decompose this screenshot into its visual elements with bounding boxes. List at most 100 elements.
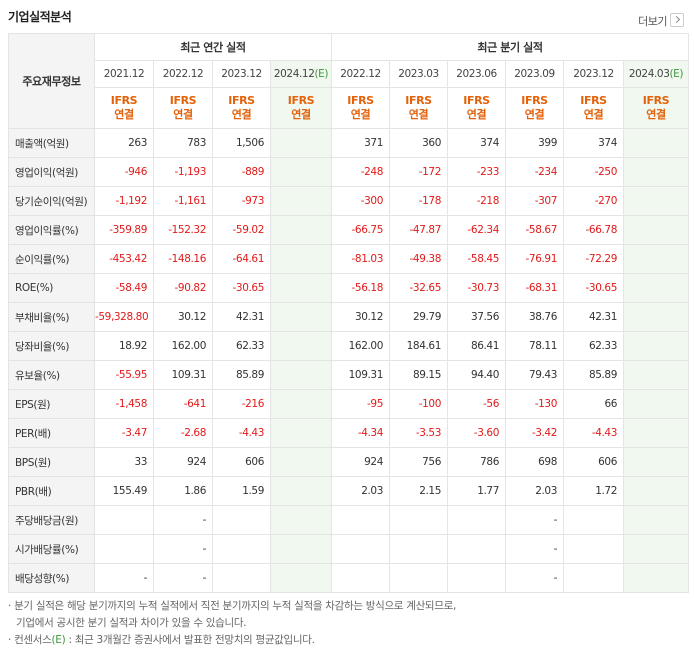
table-cell: 184.61 <box>389 331 448 361</box>
table-cell <box>270 331 332 361</box>
table-cell: -3.53 <box>389 418 448 448</box>
table-cell: -47.87 <box>389 215 448 245</box>
table-cell: 62.33 <box>563 331 624 361</box>
table-cell <box>270 447 332 477</box>
table-cell <box>270 244 332 274</box>
period-label: 2024.12 <box>273 68 315 80</box>
table-cell: 399 <box>505 128 564 158</box>
table-cell <box>212 563 271 593</box>
table-cell: 30.12 <box>331 302 390 332</box>
table-row: 순이익률(%) -453.42 -148.16 -64.61 -81.03 -49.38-… <box>8 244 689 274</box>
note-line: · 컨센서스(E) : 최근 3개월간 증권사에서 발표한 전망치의 평균값입니… <box>8 634 315 646</box>
table-cell: -66.75 <box>331 215 390 245</box>
table-cell: -68.31 <box>505 273 564 303</box>
table-cell: 606 <box>563 447 624 477</box>
table-cell <box>563 505 624 535</box>
section-title: 기업실적분석 <box>8 10 72 24</box>
table-cell: -216 <box>212 389 271 419</box>
table-cell: 1.59 <box>212 476 271 506</box>
estimate-mark: (E) <box>669 68 684 80</box>
table-cell: -973 <box>212 186 271 216</box>
table-cell: 89.15 <box>389 360 448 390</box>
table-cell: 38.76 <box>505 302 564 332</box>
table-cell: 783 <box>153 128 213 158</box>
table-cell <box>389 505 448 535</box>
table-cell <box>270 476 332 506</box>
row-label: PER(배) <box>8 418 95 448</box>
table-cell: 62.33 <box>212 331 271 361</box>
table-cell: -56.18 <box>331 273 390 303</box>
period-header: 2024.12(E) <box>270 60 332 88</box>
table-cell: 155.49 <box>94 476 154 506</box>
table-cell: -58.45 <box>447 244 506 274</box>
table-cell: 33 <box>94 447 154 477</box>
table-cell: 29.79 <box>389 302 448 332</box>
table-cell: -100 <box>389 389 448 419</box>
table-cell: -178 <box>389 186 448 216</box>
table-cell: 109.31 <box>153 360 213 390</box>
table-cell <box>623 476 689 506</box>
row-label: 영업이익률(%) <box>8 215 95 245</box>
table-cell <box>623 215 689 245</box>
table-cell: -81.03 <box>331 244 390 274</box>
table-row: 시가배당률(%) - - <box>8 534 689 564</box>
ifrs-header: IFRS 연결 <box>389 87 448 129</box>
table-cell: 756 <box>389 447 448 477</box>
table-cell: -172 <box>389 157 448 187</box>
row-label: 당좌비율(%) <box>8 331 95 361</box>
table-cell: -64.61 <box>212 244 271 274</box>
table-cell <box>389 563 448 593</box>
row-label: 유보율(%) <box>8 360 95 390</box>
table-row: 매출액(억원) 263 783 1,506 371 360 374 399 374 <box>8 128 689 158</box>
table-cell: 42.31 <box>212 302 271 332</box>
row-label: 당기순이익(억원) <box>8 186 95 216</box>
table-cell: - <box>153 505 213 535</box>
table-cell: 85.89 <box>212 360 271 390</box>
group-quarter: 최근 분기 실적 <box>331 33 689 61</box>
ifrs-header: IFRS 연결 <box>212 87 271 129</box>
table-cell: -1,458 <box>94 389 154 419</box>
period-label: 2024.03 <box>628 68 670 80</box>
table-cell: -130 <box>505 389 564 419</box>
table-row: 당좌비율(%) 18.92 162.00 62.33 162.00 184.61 86.41… <box>8 331 689 361</box>
row-label: 영업이익(억원) <box>8 157 95 187</box>
table-cell <box>623 128 689 158</box>
table-cell: -1,192 <box>94 186 154 216</box>
table-cell: -233 <box>447 157 506 187</box>
note-line: · 분기 실적은 해당 분기까지의 누적 실적에서 직전 분기까지의 누적 실적… <box>8 600 457 612</box>
ifrs-header: IFRS 연결 <box>331 87 390 129</box>
table-cell: 78.11 <box>505 331 564 361</box>
table-cell <box>447 505 506 535</box>
note-line: 기업에서 공시한 분기 실적과 차이가 있을 수 있습니다. <box>16 617 247 629</box>
table-cell: -3.47 <box>94 418 154 448</box>
period-header: 2022.12 <box>331 60 390 88</box>
table-cell: 1.86 <box>153 476 213 506</box>
table-cell: -32.65 <box>389 273 448 303</box>
row-label: 순이익률(%) <box>8 244 95 274</box>
ifrs-header: IFRS 연결 <box>623 87 689 129</box>
table-row: ROE(%) -58.49 -90.82 -30.65 -56.18 -32.65 -30.… <box>8 273 689 303</box>
table-cell: 79.43 <box>505 360 564 390</box>
more-link[interactable]: 더보기 <box>638 13 684 29</box>
table-cell: -59.02 <box>212 215 271 245</box>
table-cell <box>623 273 689 303</box>
table-cell <box>270 128 332 158</box>
table-cell: -4.43 <box>563 418 624 448</box>
table-cell: -248 <box>331 157 390 187</box>
table-cell: -62.34 <box>447 215 506 245</box>
period-header: 2023.03 <box>389 60 448 88</box>
table-cell <box>270 157 332 187</box>
table-row: PBR(배) 155.49 1.86 1.59 2.03 2.15 1.77 2.03 1.72 <box>8 476 689 506</box>
row-label: EPS(원) <box>8 389 95 419</box>
ifrs-header: IFRS 연결 <box>270 87 332 129</box>
table-cell: -3.42 <box>505 418 564 448</box>
period-header: 2024.03(E) <box>623 60 689 88</box>
table-cell: - <box>505 505 564 535</box>
table-cell: -1,161 <box>153 186 213 216</box>
table-row: PER(배) -3.47 -2.68 -4.43 -4.34 -3.53 -3.60 -3.4… <box>8 418 689 448</box>
table-cell: -95 <box>331 389 390 419</box>
table-cell: 374 <box>563 128 624 158</box>
table-cell <box>623 186 689 216</box>
table-cell: -641 <box>153 389 213 419</box>
table-cell: -90.82 <box>153 273 213 303</box>
